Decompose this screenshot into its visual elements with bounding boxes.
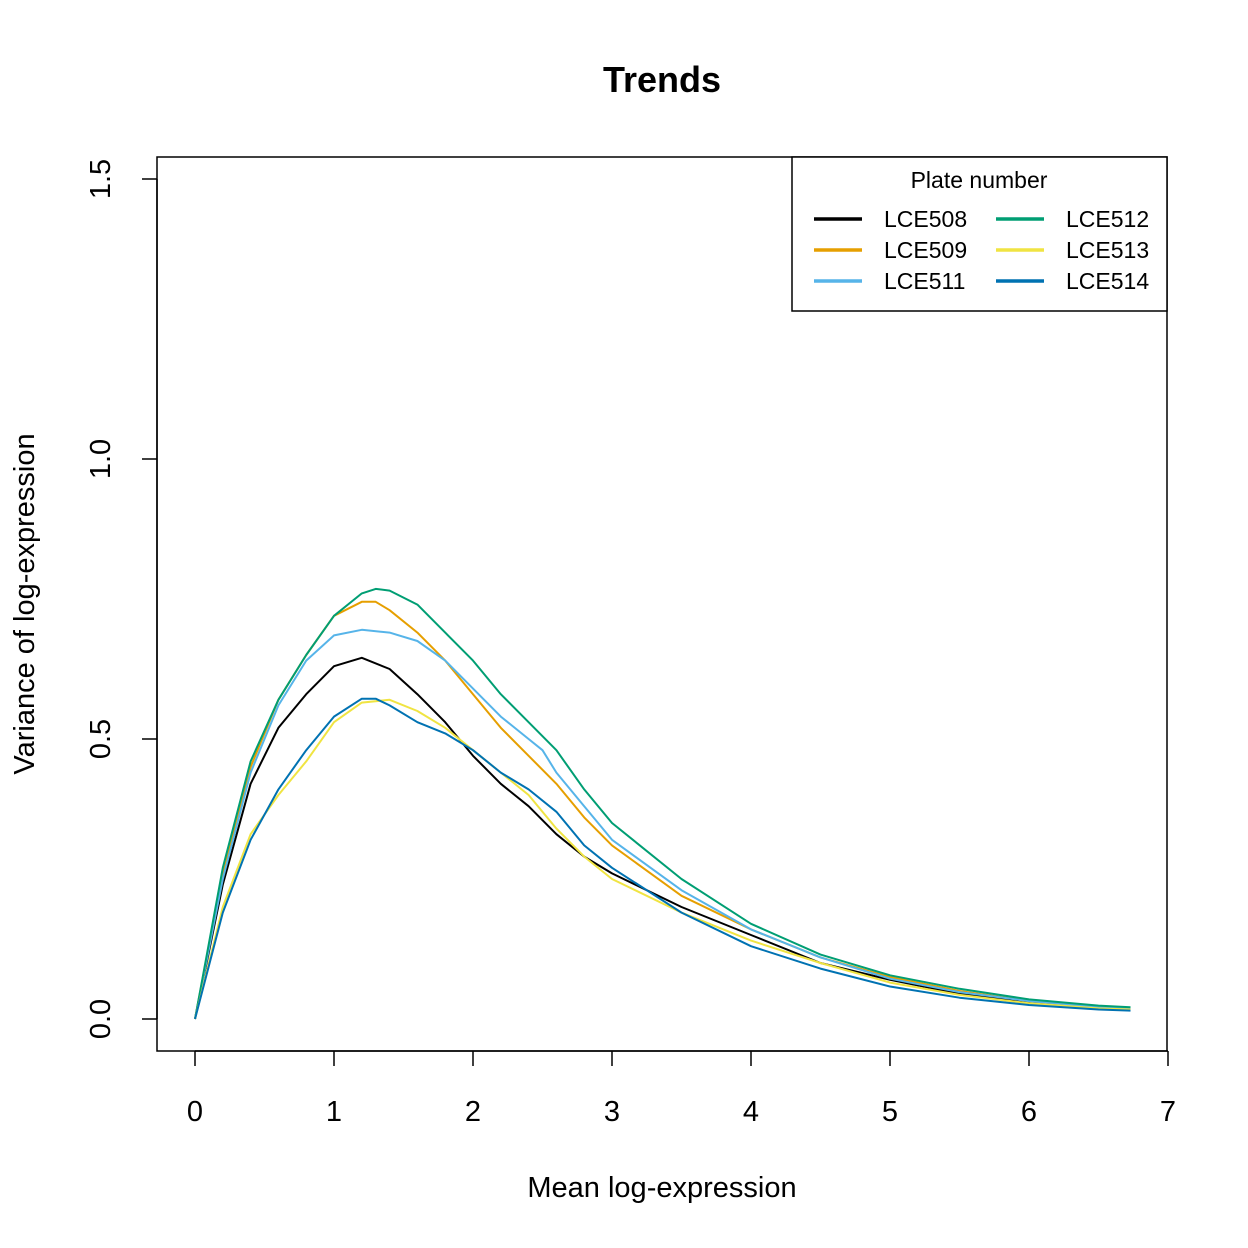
legend: Plate number LCE508LCE509LCE511LCE512LCE… [791,156,1168,312]
legend-label: LCE509 [884,237,967,263]
legend-items: LCE508 LCE509 LCE511 LCE512 LCE513 LCE514 [814,206,1149,294]
x-tick-label: 4 [743,1096,759,1128]
legend-label: LCE514 [1066,268,1149,294]
x-tick-label: 7 [1160,1096,1176,1128]
legend-label: LCE513 [1066,237,1149,263]
y-axis-label: Variance of log-expression [9,433,41,774]
y-tick-label: 1.0 [85,439,117,479]
legend-title: Plate number [911,167,1048,193]
x-tick-label: 5 [882,1096,898,1128]
series-line-LCE512 [194,587,1131,1020]
legend-box [791,156,1168,312]
y-tick-label: 0.0 [85,999,117,1039]
legend-label: LCE511 [884,268,965,294]
x-tick-label: 0 [187,1096,203,1128]
x-tick-label: 6 [1021,1096,1037,1128]
x-axis: 0 1 2 3 4 5 6 7 [187,1050,1176,1128]
y-tick-label: 1.5 [85,159,117,199]
x-tick-label: 2 [465,1096,481,1128]
series-line-LCE509 [194,600,1131,1020]
series-line-LCE513 [194,698,1131,1020]
legend-label: LCE512 [1066,206,1149,232]
series-line-LCE511 [194,628,1131,1020]
series-lines [194,587,1131,1020]
x-axis-label: Mean log-expression [527,1172,796,1204]
legend-label: LCE508 [884,206,967,232]
series-line-LCE514 [194,697,1131,1020]
y-tick-label: 0.5 [85,719,117,759]
chart-title: Trends [603,59,721,100]
series-line-LCE508 [194,656,1131,1020]
y-axis: 0.0 0.5 1.0 1.5 [85,159,158,1039]
x-tick-label: 3 [604,1096,620,1128]
x-tick-label: 1 [326,1096,342,1128]
